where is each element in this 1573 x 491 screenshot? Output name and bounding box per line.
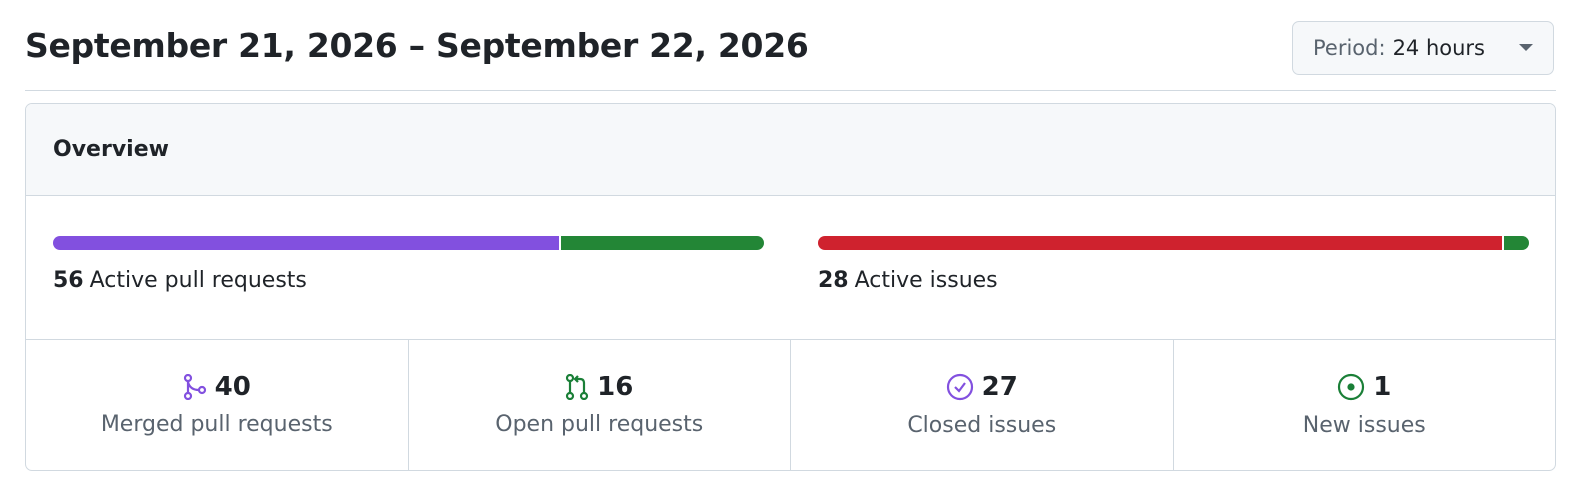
bar-segment	[1503, 236, 1529, 250]
count: 16	[597, 372, 634, 402]
issue-bar	[818, 236, 1529, 250]
bar-segment	[818, 236, 1502, 250]
new-issue-icon	[1338, 373, 1365, 401]
stat: 1 New issues	[1174, 340, 1556, 470]
pull-request-total: 56 Active pull requests	[53, 268, 764, 293]
count: 27	[981, 372, 1018, 402]
divider	[25, 90, 1556, 91]
issue-summary: 28 Active issues	[818, 236, 1529, 293]
count: 56	[53, 268, 84, 293]
period-select[interactable]: Period: 24 hours	[1292, 21, 1554, 75]
label: Merged pull requests	[100, 412, 333, 437]
pull-request-summary: 56 Active pull requests	[53, 236, 764, 293]
pull-request-bar	[53, 236, 764, 250]
count: 28	[818, 268, 849, 293]
merged-icon	[183, 374, 206, 400]
stats: 40 Merged pull requests 16 Open pull req…	[26, 340, 1555, 470]
dropdown-caret	[1519, 44, 1533, 51]
label: Closed issues	[907, 413, 1057, 438]
stat: 16 Open pull requests	[409, 340, 791, 470]
overview-title: Overview	[26, 104, 1555, 196]
label: Open pull requests	[495, 412, 704, 437]
stat: 27 Closed issues	[791, 340, 1174, 470]
issue-total: 28 Active issues	[818, 268, 1529, 293]
label: Active pull requests	[89, 268, 307, 293]
label: New issues	[1302, 413, 1426, 438]
count: 1	[1373, 372, 1392, 402]
overview-box: Overview 56 Active pull requests 28 Active…	[25, 103, 1556, 471]
summary: 56 Active pull requests 28 Active issues	[26, 196, 1555, 340]
period-label: Period:	[1313, 36, 1386, 60]
period-value: 24 hours	[1392, 36, 1486, 60]
stat: 40 Merged pull requests	[26, 340, 409, 470]
date-range-title: September 21, 2026 – September 22, 2026	[25, 26, 809, 65]
label: Active issues	[854, 268, 998, 293]
open-pr-icon	[566, 374, 589, 400]
count: 40	[214, 372, 251, 402]
bar-segment	[561, 236, 764, 250]
bar-segment	[53, 236, 560, 250]
closed-issue-icon	[946, 373, 973, 401]
